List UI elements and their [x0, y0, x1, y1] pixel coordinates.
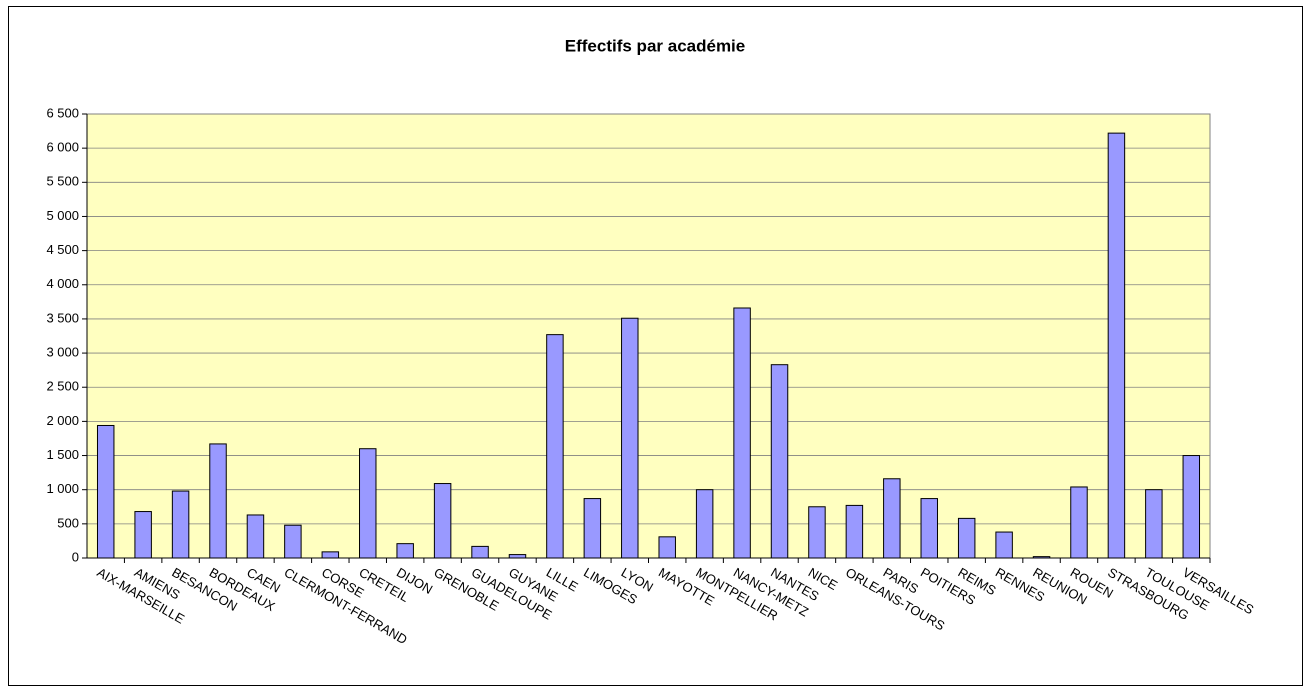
y-tick-label: 1 500: [46, 447, 79, 462]
bar: [695, 489, 714, 559]
bar: [770, 364, 789, 559]
y-tick-label: 3 000: [46, 345, 79, 360]
bar: [471, 545, 489, 559]
bar: [433, 483, 452, 559]
y-tick-label: 5 500: [46, 174, 79, 189]
bar: [845, 504, 864, 559]
y-tick-label: 500: [57, 515, 79, 530]
bar: [1107, 132, 1126, 559]
bar: [583, 498, 602, 559]
y-tick-label: 6 000: [46, 140, 79, 155]
bar: [1182, 455, 1201, 559]
y-tick-label: 2 000: [46, 413, 79, 428]
bar: [621, 317, 639, 559]
bar: [995, 531, 1013, 559]
bar: [284, 524, 302, 559]
y-tick-label: 0: [72, 549, 79, 564]
y-tick-label: 2 500: [46, 379, 79, 394]
y-tick-label: 3 500: [46, 310, 79, 325]
bar: [1032, 556, 1051, 559]
bar: [920, 498, 938, 559]
bar: [1070, 486, 1088, 559]
bar: [1145, 489, 1163, 559]
bar: [96, 424, 115, 559]
bar: [359, 448, 377, 559]
bar: [171, 490, 190, 559]
y-tick-label: 6 500: [46, 105, 79, 120]
bar: [808, 506, 826, 559]
bar: [546, 334, 564, 559]
bar: [209, 443, 227, 559]
y-tick-label: 5 000: [46, 208, 79, 223]
y-tick-label: 1 000: [46, 481, 79, 496]
chart-title: Effectifs par académie: [565, 36, 745, 55]
y-tick-label: 4 000: [46, 276, 79, 291]
bar: [658, 536, 676, 559]
bar: [321, 551, 340, 559]
bar: [957, 517, 976, 559]
y-tick-label: 4 500: [46, 242, 79, 257]
bar: [508, 554, 527, 559]
bar: [733, 307, 751, 559]
bar: [246, 514, 265, 559]
plot-area: [86, 113, 1211, 559]
bar: [134, 511, 152, 559]
bar: [396, 543, 414, 559]
bar: [883, 478, 901, 559]
